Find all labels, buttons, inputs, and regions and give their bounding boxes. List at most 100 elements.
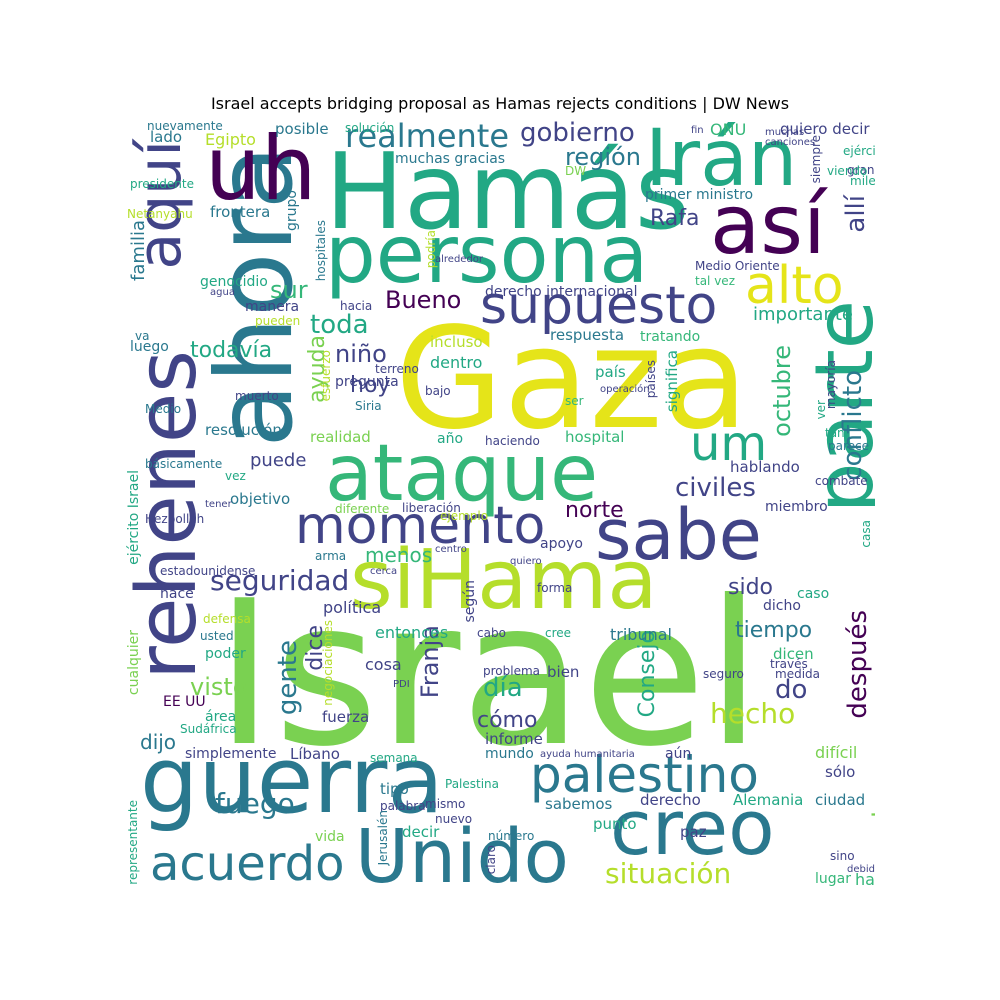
- word-cloud-word: Medio: [145, 402, 182, 416]
- word-cloud-word: terreno: [375, 362, 419, 376]
- word-cloud-word: derecho: [640, 791, 701, 809]
- word-cloud-word: objetivo: [230, 490, 291, 508]
- word-cloud-word: puede: [250, 450, 307, 471]
- word-cloud-word: pueden: [255, 314, 301, 328]
- word-cloud-word: primer ministro: [645, 187, 754, 203]
- word-cloud-word: ejemplo: [440, 509, 489, 523]
- word-cloud-word: aún: [665, 746, 692, 762]
- word-cloud-word: sur: [270, 276, 308, 304]
- word-cloud-word: Israel: [215, 558, 762, 791]
- word-cloud-word: ataque: [325, 429, 599, 519]
- word-cloud-word: canciones: [765, 137, 816, 148]
- word-cloud-word: decir: [402, 823, 440, 841]
- word-cloud-word: do: [775, 675, 808, 705]
- word-cloud-word: siHama: [350, 533, 658, 628]
- word-cloud-word: combate: [815, 474, 868, 488]
- word-cloud-word: alto: [745, 256, 844, 316]
- word-cloud-word: número: [488, 829, 535, 843]
- word-cloud-word: área: [205, 709, 237, 725]
- word-cloud-word: viendo: [827, 164, 868, 178]
- word-cloud-word: quiero: [510, 556, 542, 567]
- word-cloud-word: sido: [728, 575, 773, 600]
- word-cloud-word: Líbano: [290, 745, 340, 763]
- word-cloud-word: cree: [545, 626, 572, 640]
- word-cloud-word: año: [437, 431, 464, 447]
- word-cloud-word: va: [135, 329, 150, 343]
- word-cloud-word: manera: [245, 299, 300, 315]
- word-cloud-word: incluso: [430, 333, 483, 351]
- word-cloud-word: casa: [859, 520, 873, 548]
- word-cloud-word: según: [462, 580, 478, 623]
- word-cloud-word: persona: [325, 208, 649, 301]
- word-cloud-word: realmente: [345, 120, 510, 155]
- word-cloud-word: operación: [600, 384, 650, 395]
- word-cloud-word: tribunal: [610, 625, 672, 644]
- word-cloud-word: Sudáfrica: [180, 722, 237, 736]
- word-cloud-word: agua: [210, 287, 235, 298]
- word-cloud-word: Siria: [355, 399, 382, 413]
- word-cloud-word: situación: [605, 857, 732, 890]
- word-cloud-word: gente: [273, 640, 303, 716]
- word-cloud-word: así: [710, 178, 826, 273]
- word-cloud-word: sabe: [595, 494, 762, 576]
- word-cloud: Israel Gaza Hamás ahora rehenes guerra siHama p…: [125, 120, 875, 890]
- word-cloud-word: seguridad: [210, 564, 350, 597]
- word-cloud-word: sino: [830, 849, 855, 863]
- word-cloud-word: haciendo: [485, 434, 540, 448]
- word-cloud-word: uh: [205, 120, 317, 220]
- word-cloud-word: frontera: [210, 203, 271, 221]
- word-cloud-word: muchas: [765, 127, 805, 138]
- word-cloud-word: arma: [315, 549, 347, 563]
- word-cloud-word: Hamás: [325, 131, 690, 253]
- word-cloud-word: después: [843, 610, 873, 719]
- word-cloud-word: política: [323, 598, 382, 617]
- word-cloud-word: cómo: [477, 708, 538, 733]
- word-cloud-word: hablando: [730, 458, 800, 476]
- word-cloud-word: dicen: [773, 645, 814, 663]
- word-cloud-word: posible: [275, 120, 329, 138]
- word-cloud-word: centro: [435, 544, 467, 555]
- word-cloud-word: quiero decir: [780, 120, 870, 138]
- word-cloud-word: ciudad: [815, 791, 866, 809]
- word-cloud-word: vida: [315, 829, 345, 845]
- word-cloud-word: derecho internacional: [485, 284, 638, 300]
- word-cloud-word: Alemania: [733, 791, 804, 809]
- word-cloud-word: hospital: [565, 428, 625, 446]
- word-cloud-word: hecho: [710, 697, 796, 730]
- word-cloud-word: niño: [335, 340, 387, 368]
- word-cloud-word: cabo: [477, 626, 506, 640]
- word-cloud-word: fuego: [215, 787, 295, 820]
- word-cloud-word: EE UU: [163, 694, 206, 710]
- word-cloud-word: debido: [847, 864, 875, 875]
- word-cloud-word: tener: [205, 499, 232, 510]
- word-cloud-word: Medio Oriente: [695, 259, 780, 273]
- word-cloud-word: Jerusalén: [376, 810, 390, 866]
- word-cloud-word: genocidio: [200, 274, 268, 290]
- word-cloud-word: Bueno: [385, 286, 462, 314]
- word-cloud-word: guerra: [140, 727, 444, 834]
- word-cloud-word: fuerza: [322, 708, 370, 726]
- word-cloud-word: Egipto: [205, 130, 256, 149]
- word-cloud-word: hacia: [340, 299, 373, 313]
- word-cloud-word: alrededor: [435, 254, 484, 265]
- word-cloud-word: Rafa: [650, 206, 700, 231]
- word-cloud-word: muerto: [235, 389, 279, 403]
- word-cloud-word: acuerdo: [150, 836, 345, 890]
- word-cloud-word: usted: [200, 629, 234, 643]
- chart-title: Israel accepts bridging proposal as Hama…: [210, 94, 790, 113]
- word-cloud-word: cerca: [370, 566, 398, 577]
- word-cloud-word: octubre: [768, 345, 796, 437]
- word-cloud-word: gran: [847, 163, 875, 177]
- word-cloud-word: mismo: [425, 797, 466, 811]
- word-cloud-word: solución: [345, 121, 395, 135]
- word-cloud-word: diferente: [335, 502, 390, 516]
- word-cloud-word: muchas gracias: [395, 151, 506, 167]
- word-cloud-word: punto: [593, 815, 637, 833]
- word-cloud-word: grupo: [284, 190, 300, 231]
- word-cloud-word: Irán: [645, 120, 798, 204]
- word-cloud-word: defensa: [203, 612, 251, 626]
- word-cloud-word: forma: [537, 581, 573, 595]
- word-cloud-word: ONU: [710, 120, 747, 139]
- word-cloud-word: difícil: [815, 743, 858, 762]
- word-cloud-word: tan: [825, 426, 845, 440]
